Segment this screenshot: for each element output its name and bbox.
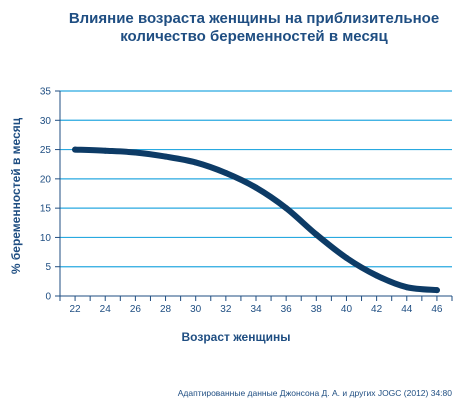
x-tick-label-42: 42 xyxy=(371,304,383,315)
x-tick-label-38: 38 xyxy=(311,304,323,315)
data-point-32 xyxy=(222,170,229,176)
data-point-30 xyxy=(192,159,199,166)
chart-title-line-2: количество беременностей в месяц xyxy=(120,28,388,45)
axes xyxy=(55,90,453,301)
data-point-40 xyxy=(343,254,350,261)
data-point-42 xyxy=(373,272,380,279)
y-tick-label-25: 25 xyxy=(40,145,52,156)
y-tick-label-5: 5 xyxy=(45,262,51,273)
y-tick-label-35: 35 xyxy=(40,87,52,98)
data-point-44 xyxy=(403,284,410,291)
y-axis-title: % беременностей в месяц xyxy=(9,117,23,274)
x-tick-label-40: 40 xyxy=(341,304,353,315)
series-line-0 xyxy=(72,146,440,294)
y-tick-label-30: 30 xyxy=(40,116,52,127)
chart-title-line-1: Влияние возраста женщины на приблизитель… xyxy=(69,10,439,27)
y-tick-labels: 0 5 10 15 20 25 30 35 xyxy=(40,87,52,303)
data-point-38 xyxy=(313,231,320,238)
series-layer xyxy=(72,146,440,294)
x-tick-label-30: 30 xyxy=(190,304,202,315)
y-tick-label-20: 20 xyxy=(40,174,52,185)
x-tick-label-44: 44 xyxy=(401,304,413,315)
x-axis-title: Возраст женщины xyxy=(182,330,291,344)
data-point-22 xyxy=(72,146,79,153)
x-tick-label-32: 32 xyxy=(220,304,232,315)
x-tick-label-28: 28 xyxy=(160,304,172,315)
x-tick-label-26: 26 xyxy=(130,304,142,315)
data-point-24 xyxy=(102,147,109,154)
x-tick-label-36: 36 xyxy=(281,304,293,315)
x-tick-label-24: 24 xyxy=(100,304,112,315)
x-tick-label-22: 22 xyxy=(70,304,82,315)
y-tick-label-10: 10 xyxy=(40,233,52,244)
gridlines xyxy=(60,90,452,268)
x-tick-label-34: 34 xyxy=(250,304,262,315)
x-tick-labels: 22 24 26 28 30 32 34 36 38 40 42 44 46 xyxy=(70,304,443,315)
data-point-36 xyxy=(283,205,290,212)
data-point-28 xyxy=(162,153,169,160)
data-point-34 xyxy=(253,184,259,191)
y-tick-label-0: 0 xyxy=(45,292,51,303)
data-point-46 xyxy=(433,287,440,294)
y-tick-label-15: 15 xyxy=(40,204,52,215)
source-note: Адаптированные данные Джонсона Д. А. и д… xyxy=(178,388,453,398)
x-tick-label-46: 46 xyxy=(431,304,443,315)
data-point-26 xyxy=(132,149,139,156)
